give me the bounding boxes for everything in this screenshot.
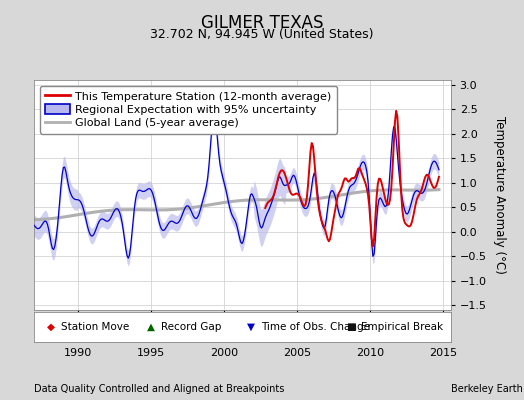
Text: 32.702 N, 94.945 W (United States): 32.702 N, 94.945 W (United States) xyxy=(150,28,374,41)
Text: 2000: 2000 xyxy=(210,348,238,358)
Text: 2015: 2015 xyxy=(429,348,457,358)
Text: Time of Obs. Change: Time of Obs. Change xyxy=(261,322,370,332)
Text: Empirical Break: Empirical Break xyxy=(361,322,443,332)
Text: 1990: 1990 xyxy=(64,348,92,358)
Text: Record Gap: Record Gap xyxy=(161,322,222,332)
Text: Berkeley Earth: Berkeley Earth xyxy=(451,384,522,394)
Legend: This Temperature Station (12-month average), Regional Expectation with 95% uncer: This Temperature Station (12-month avera… xyxy=(40,86,337,134)
Text: GILMER TEXAS: GILMER TEXAS xyxy=(201,14,323,32)
Text: Data Quality Controlled and Aligned at Breakpoints: Data Quality Controlled and Aligned at B… xyxy=(34,384,285,394)
Text: Station Move: Station Move xyxy=(61,322,129,332)
Text: 1995: 1995 xyxy=(137,348,165,358)
Text: 2010: 2010 xyxy=(356,348,384,358)
Text: ■: ■ xyxy=(346,322,356,332)
Text: ▼: ▼ xyxy=(247,322,255,332)
Text: 2005: 2005 xyxy=(283,348,311,358)
Y-axis label: Temperature Anomaly (°C): Temperature Anomaly (°C) xyxy=(493,116,506,274)
Text: ◆: ◆ xyxy=(47,322,54,332)
Text: ▲: ▲ xyxy=(147,322,155,332)
